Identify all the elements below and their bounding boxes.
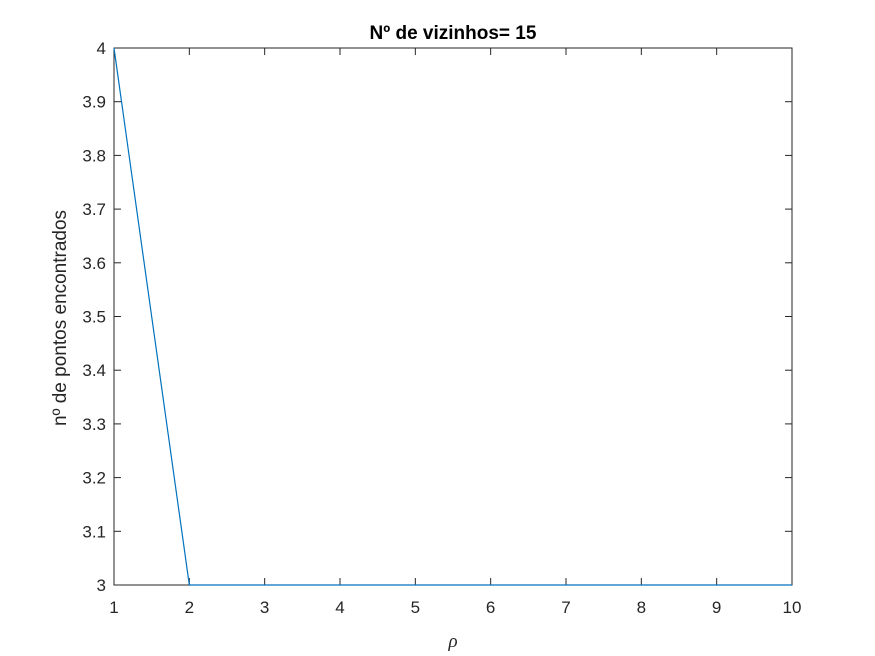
- x-tick-label: 7: [561, 598, 570, 617]
- x-tick-label: 6: [486, 598, 495, 617]
- y-tick-label: 3.5: [82, 308, 106, 327]
- y-tick-label: 3.1: [82, 522, 106, 541]
- chart-title: Nº de vizinhos= 15: [370, 23, 537, 44]
- y-tick-label: 3.6: [82, 254, 106, 273]
- x-tick-label: 8: [637, 598, 646, 617]
- x-tick-label: 4: [335, 598, 344, 617]
- y-tick-label: 3.4: [82, 361, 106, 380]
- x-tick-label: 5: [411, 598, 420, 617]
- y-tick-label: 3.3: [82, 415, 106, 434]
- x-tick-label: 9: [712, 598, 721, 617]
- x-axis-label: ρ: [447, 631, 457, 652]
- y-tick-label: 3: [97, 576, 106, 595]
- x-tick-label: 3: [260, 598, 269, 617]
- y-tick-label: 3.8: [82, 146, 106, 165]
- axes-box: [113, 47, 793, 586]
- y-axis-label: nº de pontos encontrados: [50, 210, 71, 426]
- plot-area: 1 2 3 4 5 6 7 8 9 10 3 3.1 3.2 3.3 3.4 3.5 3.6 3.7 3.8 3.9 4: [82, 39, 801, 617]
- x-tick-label: 10: [783, 598, 802, 617]
- series-line: [113, 47, 792, 586]
- y-tick-label: 3.9: [82, 93, 106, 112]
- x-tick-label: 1: [109, 598, 118, 617]
- y-tick-label: 3.7: [82, 200, 106, 219]
- y-tick-label: 3.2: [82, 469, 106, 488]
- x-tick-label: 2: [185, 598, 194, 617]
- y-tick-label: 4: [97, 39, 106, 58]
